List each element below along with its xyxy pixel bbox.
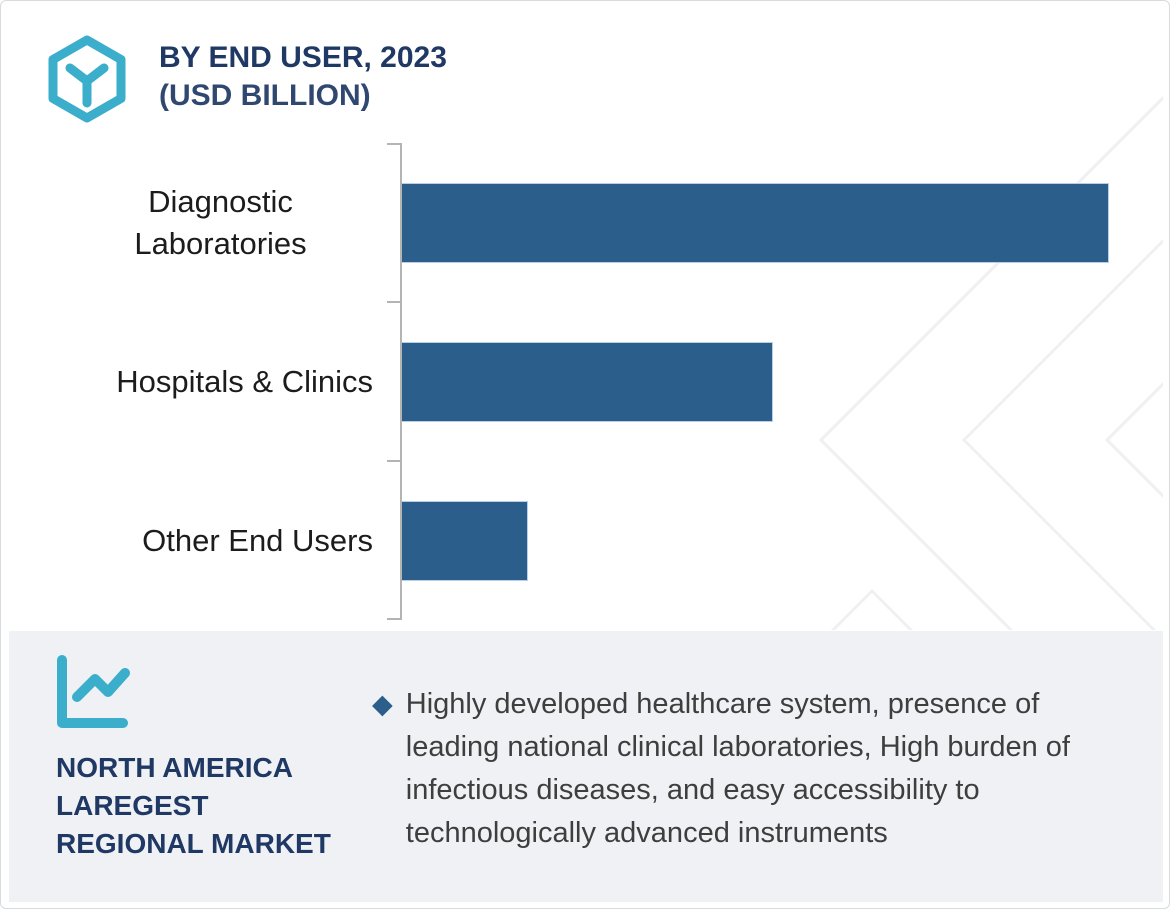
bar-track xyxy=(402,341,1169,422)
line-chart-icon xyxy=(57,655,130,728)
chart-title: BY END USER, 2023 (USD BILLION) xyxy=(159,39,447,115)
diamond-bullet-icon: ◆ xyxy=(372,689,393,719)
footer-panel: NORTH AMERICA LAREGEST REGIONAL MARKET ◆… xyxy=(9,631,1163,902)
footer-headline-line1: NORTH AMERICA xyxy=(56,752,293,783)
header: BY END USER, 2023 (USD BILLION) xyxy=(1,1,1169,141)
chart-rows: Diagnostic Laboratories Hospitals & Clini… xyxy=(1,143,1169,620)
chart-row: Diagnostic Laboratories xyxy=(1,143,1169,302)
hexagon-cube-icon xyxy=(48,35,126,123)
axis-tick xyxy=(387,301,400,303)
bar-track xyxy=(402,182,1169,263)
chart-row: Hospitals & Clinics xyxy=(1,302,1169,461)
category-label: Hospitals & Clinics xyxy=(1,361,402,403)
footer-headline: NORTH AMERICA LAREGEST REGIONAL MARKET xyxy=(56,749,331,863)
bar xyxy=(402,500,528,581)
bar-chart: Diagnostic Laboratories Hospitals & Clini… xyxy=(1,143,1169,620)
category-label: Diagnostic Laboratories xyxy=(1,181,402,265)
chart-title-line1: BY END USER, 2023 xyxy=(159,41,447,74)
category-label-text: Hospitals & Clinics xyxy=(116,363,373,399)
bar xyxy=(402,182,1109,263)
category-label-text: Diagnostic Laboratories xyxy=(134,183,307,261)
category-label: Other End Users xyxy=(1,520,402,562)
bullet-text: Highly developed healthcare system, pres… xyxy=(405,688,1070,849)
footer-headline-line2: LAREGEST xyxy=(56,790,209,821)
axis-tick xyxy=(387,460,400,462)
footer-headline-line3: REGIONAL MARKET xyxy=(56,828,331,859)
chart-title-line2: (USD BILLION) xyxy=(159,79,371,112)
axis-tick xyxy=(387,618,400,620)
axis-tick xyxy=(387,143,400,145)
bar-track xyxy=(402,500,1169,581)
y-axis-line xyxy=(400,143,402,620)
chart-row: Other End Users xyxy=(1,461,1169,620)
bullet-item: ◆ Highly developed healthcare system, pr… xyxy=(372,683,1132,855)
category-label-text: Other End Users xyxy=(142,522,373,558)
bar xyxy=(402,341,774,422)
